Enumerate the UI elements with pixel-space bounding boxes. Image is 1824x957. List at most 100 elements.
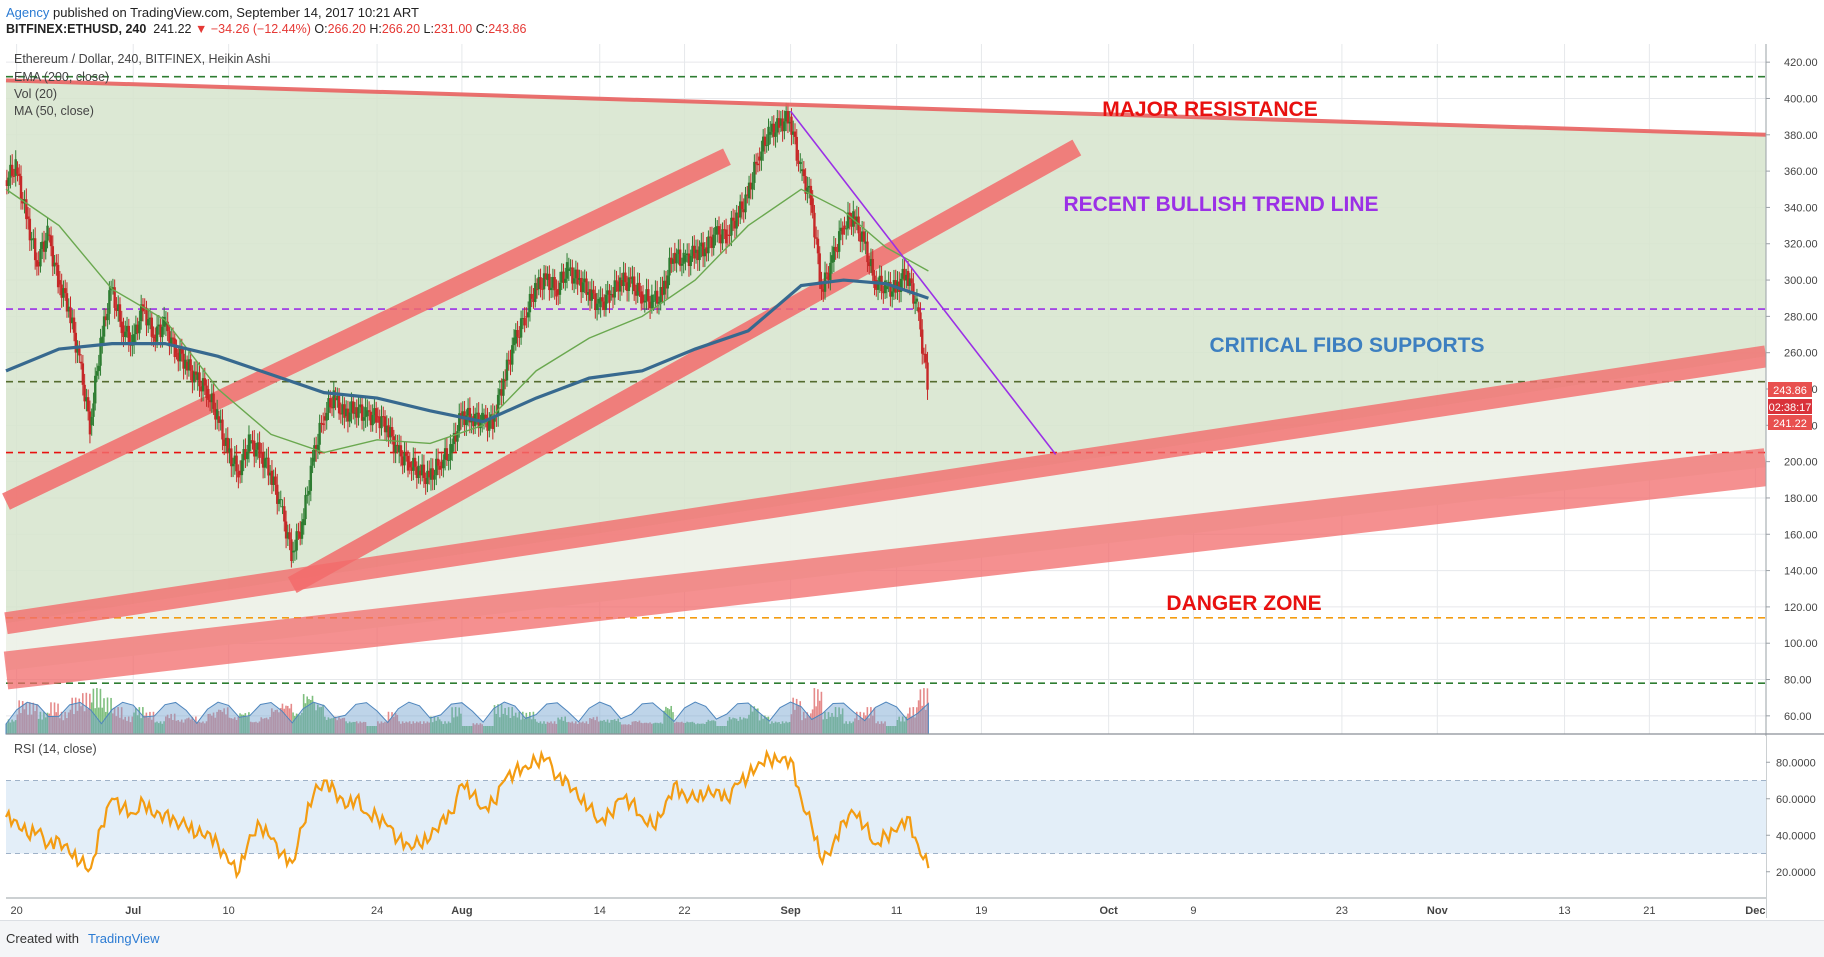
volume-bar [799, 701, 802, 734]
candle-body [426, 470, 429, 485]
volume-bar [442, 723, 445, 734]
volume-bar [294, 715, 296, 734]
volume-bar [861, 717, 863, 734]
volume-bar [384, 721, 386, 734]
candle-body [588, 289, 592, 301]
volume-bar [631, 721, 634, 734]
volume-bar [810, 713, 812, 734]
candle-body [855, 216, 859, 224]
candle-body [721, 229, 724, 244]
volume-bar [668, 709, 671, 734]
candle-body [194, 371, 198, 375]
volume-bar [308, 699, 310, 734]
volume-bar [23, 709, 26, 734]
candle-body [281, 506, 284, 508]
volume-bar [908, 707, 911, 734]
legend-ema[interactable]: EMA (200, close) [14, 70, 109, 84]
candle-body [62, 288, 65, 298]
volume-bar [539, 721, 542, 734]
candle-body [196, 372, 199, 380]
volume-bar [601, 720, 604, 734]
candle-body [155, 326, 159, 342]
volume-bar [645, 722, 648, 734]
volume-bar [723, 726, 726, 734]
volume-bar [433, 716, 436, 734]
candle-body [182, 353, 185, 369]
candle-body [820, 282, 823, 290]
annotation-bullish-trend: RECENT BULLISH TREND LINE [1064, 193, 1379, 216]
candle-body [525, 316, 528, 318]
volume-bar [875, 723, 877, 734]
volume-bar [670, 705, 673, 734]
annotation-danger-zone: DANGER ZONE [1166, 592, 1321, 615]
volume-bar [709, 721, 711, 734]
volume-bar [195, 716, 197, 734]
candle-body [85, 397, 88, 402]
volume-bar [576, 724, 579, 734]
candle-body [634, 291, 638, 296]
candle-body [348, 412, 351, 422]
volume-bar [421, 723, 423, 734]
candle-body [521, 318, 525, 320]
price-tick-label: 320.00 [1784, 239, 1818, 251]
volume-bar [594, 720, 597, 734]
candle-body [452, 432, 456, 445]
candle-body [325, 412, 328, 421]
volume-bar [313, 702, 316, 734]
volume-bar [191, 716, 194, 734]
volume-bar [629, 724, 632, 734]
chart-svg[interactable]: MAJOR RESISTANCE RECENT BULLISH TREND LI… [0, 44, 1824, 942]
volume-bar [564, 716, 566, 734]
candle-body [145, 307, 148, 326]
candle-body [253, 440, 256, 457]
volume-bar [797, 705, 800, 734]
candle-body [535, 289, 539, 291]
volume-bar [900, 721, 902, 734]
channel-upper-band [2, 148, 731, 510]
volume-bar [355, 721, 358, 734]
candle-body [433, 475, 436, 480]
volume-bar [44, 717, 47, 734]
price-tick-label: 420.00 [1784, 57, 1818, 69]
volume-bar [649, 722, 651, 734]
volume-bar [292, 712, 294, 734]
candle-body [336, 395, 339, 401]
legend-ma[interactable]: MA (50, close) [14, 104, 94, 118]
candle-body [643, 300, 646, 303]
volume-bar [69, 709, 72, 734]
volume-bar [749, 704, 752, 734]
candle-body [680, 263, 684, 266]
legend-vol[interactable]: Vol (20) [14, 87, 57, 101]
volume-bar [377, 721, 379, 734]
candle-body [645, 289, 648, 301]
candle-body [693, 245, 696, 259]
candle-body [341, 404, 344, 415]
volume-bar [633, 721, 635, 734]
legend-rsi[interactable]: RSI (14, close) [14, 742, 97, 756]
volume-bar [661, 723, 664, 734]
low-label: L: [423, 22, 434, 36]
chart-area[interactable]: MAJOR RESISTANCE RECENT BULLISH TREND LI… [0, 44, 1824, 942]
volume-bar [48, 713, 51, 734]
candle-body [106, 313, 109, 321]
volume-bar [437, 716, 439, 734]
candle-body [723, 229, 726, 231]
candle-body [546, 273, 549, 281]
volume-bar [327, 717, 330, 734]
volume-bar [267, 719, 270, 734]
candle-body [648, 301, 652, 309]
volume-bar [507, 707, 510, 734]
volume-bar [435, 720, 437, 734]
volume-bar [13, 721, 15, 734]
candle-body [657, 302, 661, 304]
down-trendline [789, 110, 1057, 455]
volume-bar [832, 716, 835, 734]
tradingview-link[interactable]: TradingView [88, 931, 160, 946]
candle-body [622, 272, 625, 287]
candle-body [16, 167, 19, 174]
candle-body [845, 228, 848, 230]
volume-bar [790, 714, 793, 734]
candle-body [924, 353, 927, 363]
author-link[interactable]: Agency [6, 5, 50, 20]
candle-body [268, 472, 272, 476]
